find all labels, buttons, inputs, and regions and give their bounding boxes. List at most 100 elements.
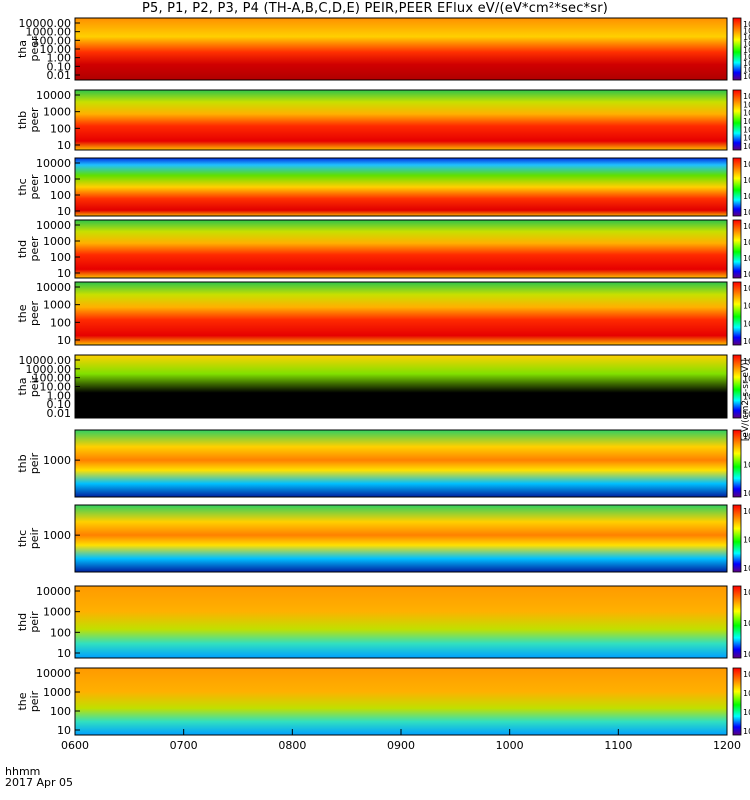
y-axis-label: tha [16,377,29,395]
y-tick-label: 100 [50,122,71,135]
y-tick-label: 1000 [43,686,71,699]
panel-frame [74,219,728,279]
colorbar-thb-peer [732,89,742,151]
x-tick-label: 0900 [387,739,415,752]
colorbar-thd-peer [732,219,742,279]
colorbar-tick-label: 10⁰ [743,727,750,736]
colorbar-tick-label: 10² [743,270,750,279]
x-tick-label: 0800 [278,739,306,752]
spectrogram-tha-peer [75,18,727,80]
y-axis-label: thc [16,530,29,547]
colorbar-tick-label: 10² [743,489,750,498]
colorbar-tick-label: 10⁷ [743,100,750,109]
y-tick-label: 10 [57,267,71,280]
colorbar-tick-label: 10⁸ [743,20,750,29]
y-tick-label: 10000 [36,281,71,294]
y-tick-label: 1000 [43,299,71,312]
time-format-label: hhmm [5,765,41,778]
y-axis-label: tha [16,40,29,58]
panel-frame [74,89,728,151]
colorbar-tick-label: 10⁶ [743,33,750,42]
colorbar-tick-label: 10⁴ [743,536,750,545]
colorbar-tick-label: 10² [743,142,750,151]
colorbar-tick-label: 10⁴ [743,46,750,55]
y-tick-label: 10000 [36,585,71,598]
y-axis-label: peir [28,452,41,474]
y-axis-label: peer [28,301,41,327]
y-tick-label: 1000.00 [26,26,72,39]
colorbar-tick-label: 10⁰ [743,410,750,419]
colorbar-tick-label: 10¹ [743,66,750,75]
spectrogram-tha-peir [75,355,727,418]
y-tick-label: 10 [57,205,71,218]
y-tick-label: 1000 [43,106,71,119]
colorbar-tick-label: 10⁶ [743,176,750,185]
y-tick-label: 1000 [43,235,71,248]
colorbar-tick-label: 10⁶ [743,109,750,118]
colorbar-tick-label: 10⁴ [743,619,750,628]
y-tick-label: 100 [50,705,71,718]
colorbar-the-peir [732,667,742,736]
y-axis-label: thb [16,111,29,129]
x-tick-label: 1200 [713,739,741,752]
y-axis-label: peir [28,690,41,712]
spectrogram-the-peir [75,668,727,735]
y-axis-label: thd [16,240,29,258]
colorbar-tick-label: 10⁴ [743,375,750,384]
y-tick-label: 0.01 [47,69,72,82]
y-tick-label: 10 [57,724,71,737]
y-tick-label: 1000 [43,529,71,542]
spectrogram-thb-peir [75,430,727,497]
colorbar-thb-peir [732,429,742,498]
y-axis-label: peir [28,375,41,397]
y-tick-label: 10.00 [40,381,72,394]
y-axis-label: thd [16,613,29,631]
colorbar-tick-label: 10⁴ [743,192,750,201]
colorbar-tick-label: 10⁶ [743,507,750,516]
panel-frame [74,157,728,217]
y-tick-label: 10000 [36,89,71,102]
colorbar-thc-peir [732,504,742,573]
colorbar-the-peer [732,281,742,346]
colorbar-tick-label: 10⁴ [743,319,750,328]
y-axis-label: the [16,692,29,710]
colorbar-tick-label: 10⁸ [743,284,750,293]
colorbar-tick-label: 10⁵ [743,40,750,49]
x-tick-label: 1100 [604,739,632,752]
colorbar-tick-label: 10⁷ [743,27,750,36]
colorbar-tick-label: 10⁶ [743,357,750,366]
y-tick-label: 10000 [36,667,71,680]
colorbar-thd-peir [732,585,742,659]
y-tick-label: 100 [50,189,71,202]
y-axis-label: peer [28,174,41,200]
date-label: 2017 Apr 05 [5,776,74,789]
y-tick-label: 100.00 [33,372,72,385]
spectrogram-thb-peer [75,90,727,150]
colorbar-tick-label: 10⁶ [743,238,750,247]
y-tick-label: 1.00 [47,52,72,65]
y-axis-label: peer [28,236,41,262]
y-tick-label: 100 [50,316,71,329]
y-axis-label: peer [28,36,41,62]
panel-frame [74,429,728,498]
y-tick-label: 10 [57,334,71,347]
y-tick-label: 10000.00 [19,354,72,367]
y-axis-label: peer [28,107,41,133]
colorbar-tick-label: 10² [743,708,750,717]
y-tick-label: 100.00 [33,34,72,47]
y-axis-label: thb [16,454,29,472]
panel-frame [74,585,728,659]
colorbar-tick-label: 10⁵ [743,117,750,126]
chart-title: P5, P1, P2, P3, P4 (TH-A,B,C,D,E) PEIR,P… [141,1,609,16]
colorbar-tick-label: 10² [743,208,750,217]
colorbar-tick-label: 10² [743,337,750,346]
colorbar-tick-label: 10⁴ [743,461,750,470]
y-axis-label: peir [28,611,41,633]
x-tick-label: 1000 [496,739,524,752]
colorbar-tha-peir [732,354,742,419]
y-tick-label: 1000.00 [26,363,72,376]
panel-frame [74,504,728,573]
colorbar-tick-label: 10⁸ [743,92,750,101]
x-tick-label: 0600 [61,739,89,752]
colorbar-tha-peer [732,17,742,81]
